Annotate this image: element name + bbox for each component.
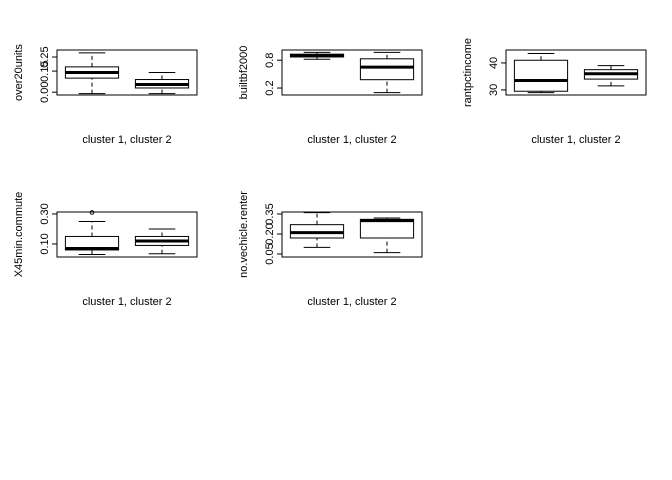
y-tick-label: 0.05 — [264, 243, 276, 264]
y-tick-label: 0.20 — [264, 223, 276, 244]
y-axis-label: X45min.commute — [13, 192, 25, 278]
y-tick-label: 0.8 — [264, 53, 276, 68]
y-tick-label: 0.00 — [39, 81, 51, 102]
plot-frame — [56, 211, 198, 258]
x-axis-label: cluster 1, cluster 2 — [307, 134, 396, 146]
y-tick-label: 0.30 — [39, 203, 51, 224]
outlier — [89, 210, 95, 215]
y-axis-label: builtbf2000 — [238, 46, 250, 100]
y-tick-label: 30 — [488, 84, 500, 96]
x-axis-label: cluster 1, cluster 2 — [82, 134, 171, 146]
x-axis-label: cluster 1, cluster 2 — [82, 296, 171, 308]
y-axis-label: no.vechicle.renter — [238, 191, 250, 278]
box — [359, 58, 415, 81]
plot-frame — [281, 49, 423, 96]
y-axis-label: over20units — [13, 44, 25, 101]
x-axis-label: cluster 1, cluster 2 — [531, 134, 620, 146]
plot-frame — [56, 49, 198, 96]
box — [513, 59, 569, 92]
y-tick-label: 40 — [488, 57, 500, 69]
y-tick-label: 0.15 — [39, 60, 51, 81]
plot-frame — [505, 49, 647, 96]
y-tick-label: 0.25 — [39, 46, 51, 67]
y-tick-label: 0.10 — [39, 233, 51, 254]
y-tick-label: 0.35 — [264, 203, 276, 224]
x-axis-label: cluster 1, cluster 2 — [307, 296, 396, 308]
y-tick-label: 0.2 — [264, 80, 276, 95]
y-axis-label: rantpctincome — [462, 38, 474, 107]
